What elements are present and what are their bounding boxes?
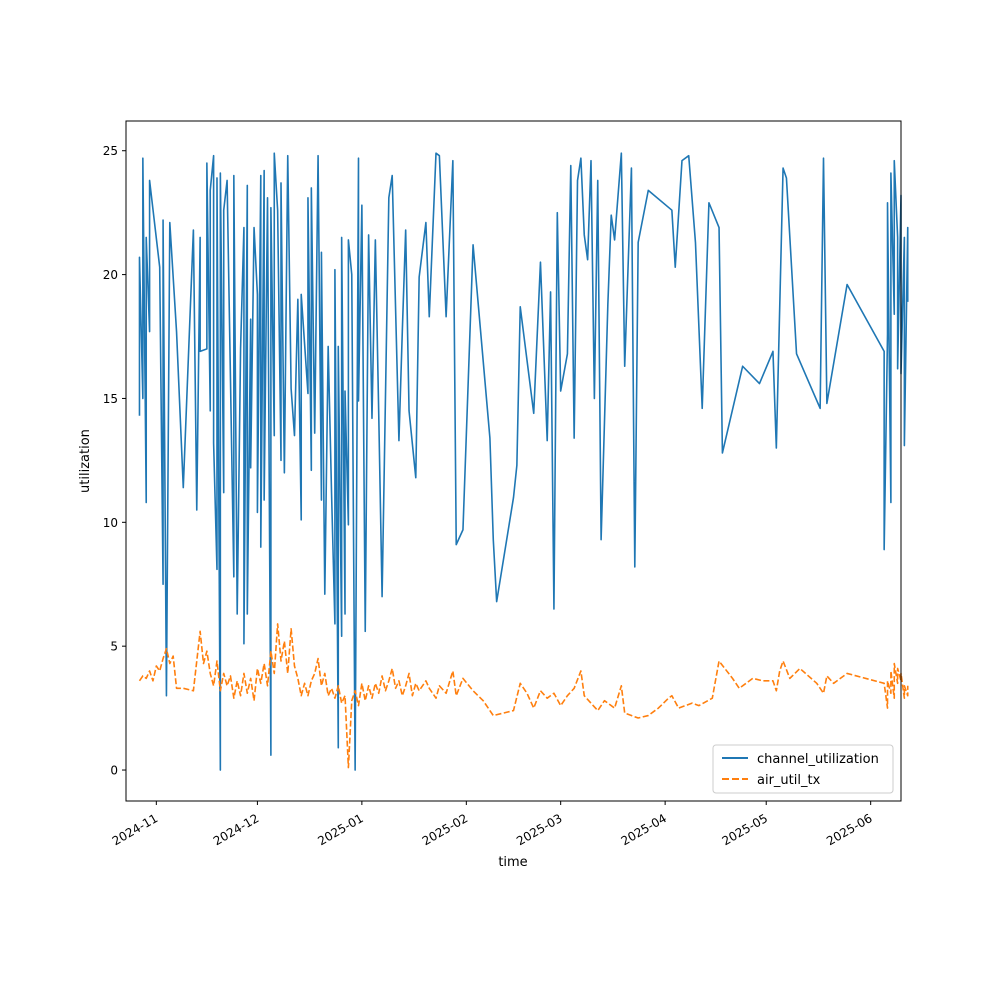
legend-label-air-util-tx: air_util_tx [757,773,821,788]
y-tick-label: 10 [103,516,118,530]
y-tick-label: 0 [110,764,118,778]
y-tick-label: 20 [103,268,118,282]
legend-frame [712,744,894,794]
legend: channel_utilization air_util_tx [712,744,894,794]
legend-label-channel-utilization: channel_utilization [757,752,879,767]
series-line-channel-utilization [138,152,909,771]
y-axis-label: utilization [78,429,93,493]
y-tick-label: 25 [103,144,118,158]
series-layer [138,152,909,771]
y-axis: 0 5 10 15 20 25 [103,144,126,778]
plot-area-frame [125,120,902,802]
series-line-air-util-tx [138,623,909,769]
y-tick-label: 15 [103,392,118,406]
y-tick-label: 5 [110,640,118,654]
x-axis-label: time [498,855,527,870]
